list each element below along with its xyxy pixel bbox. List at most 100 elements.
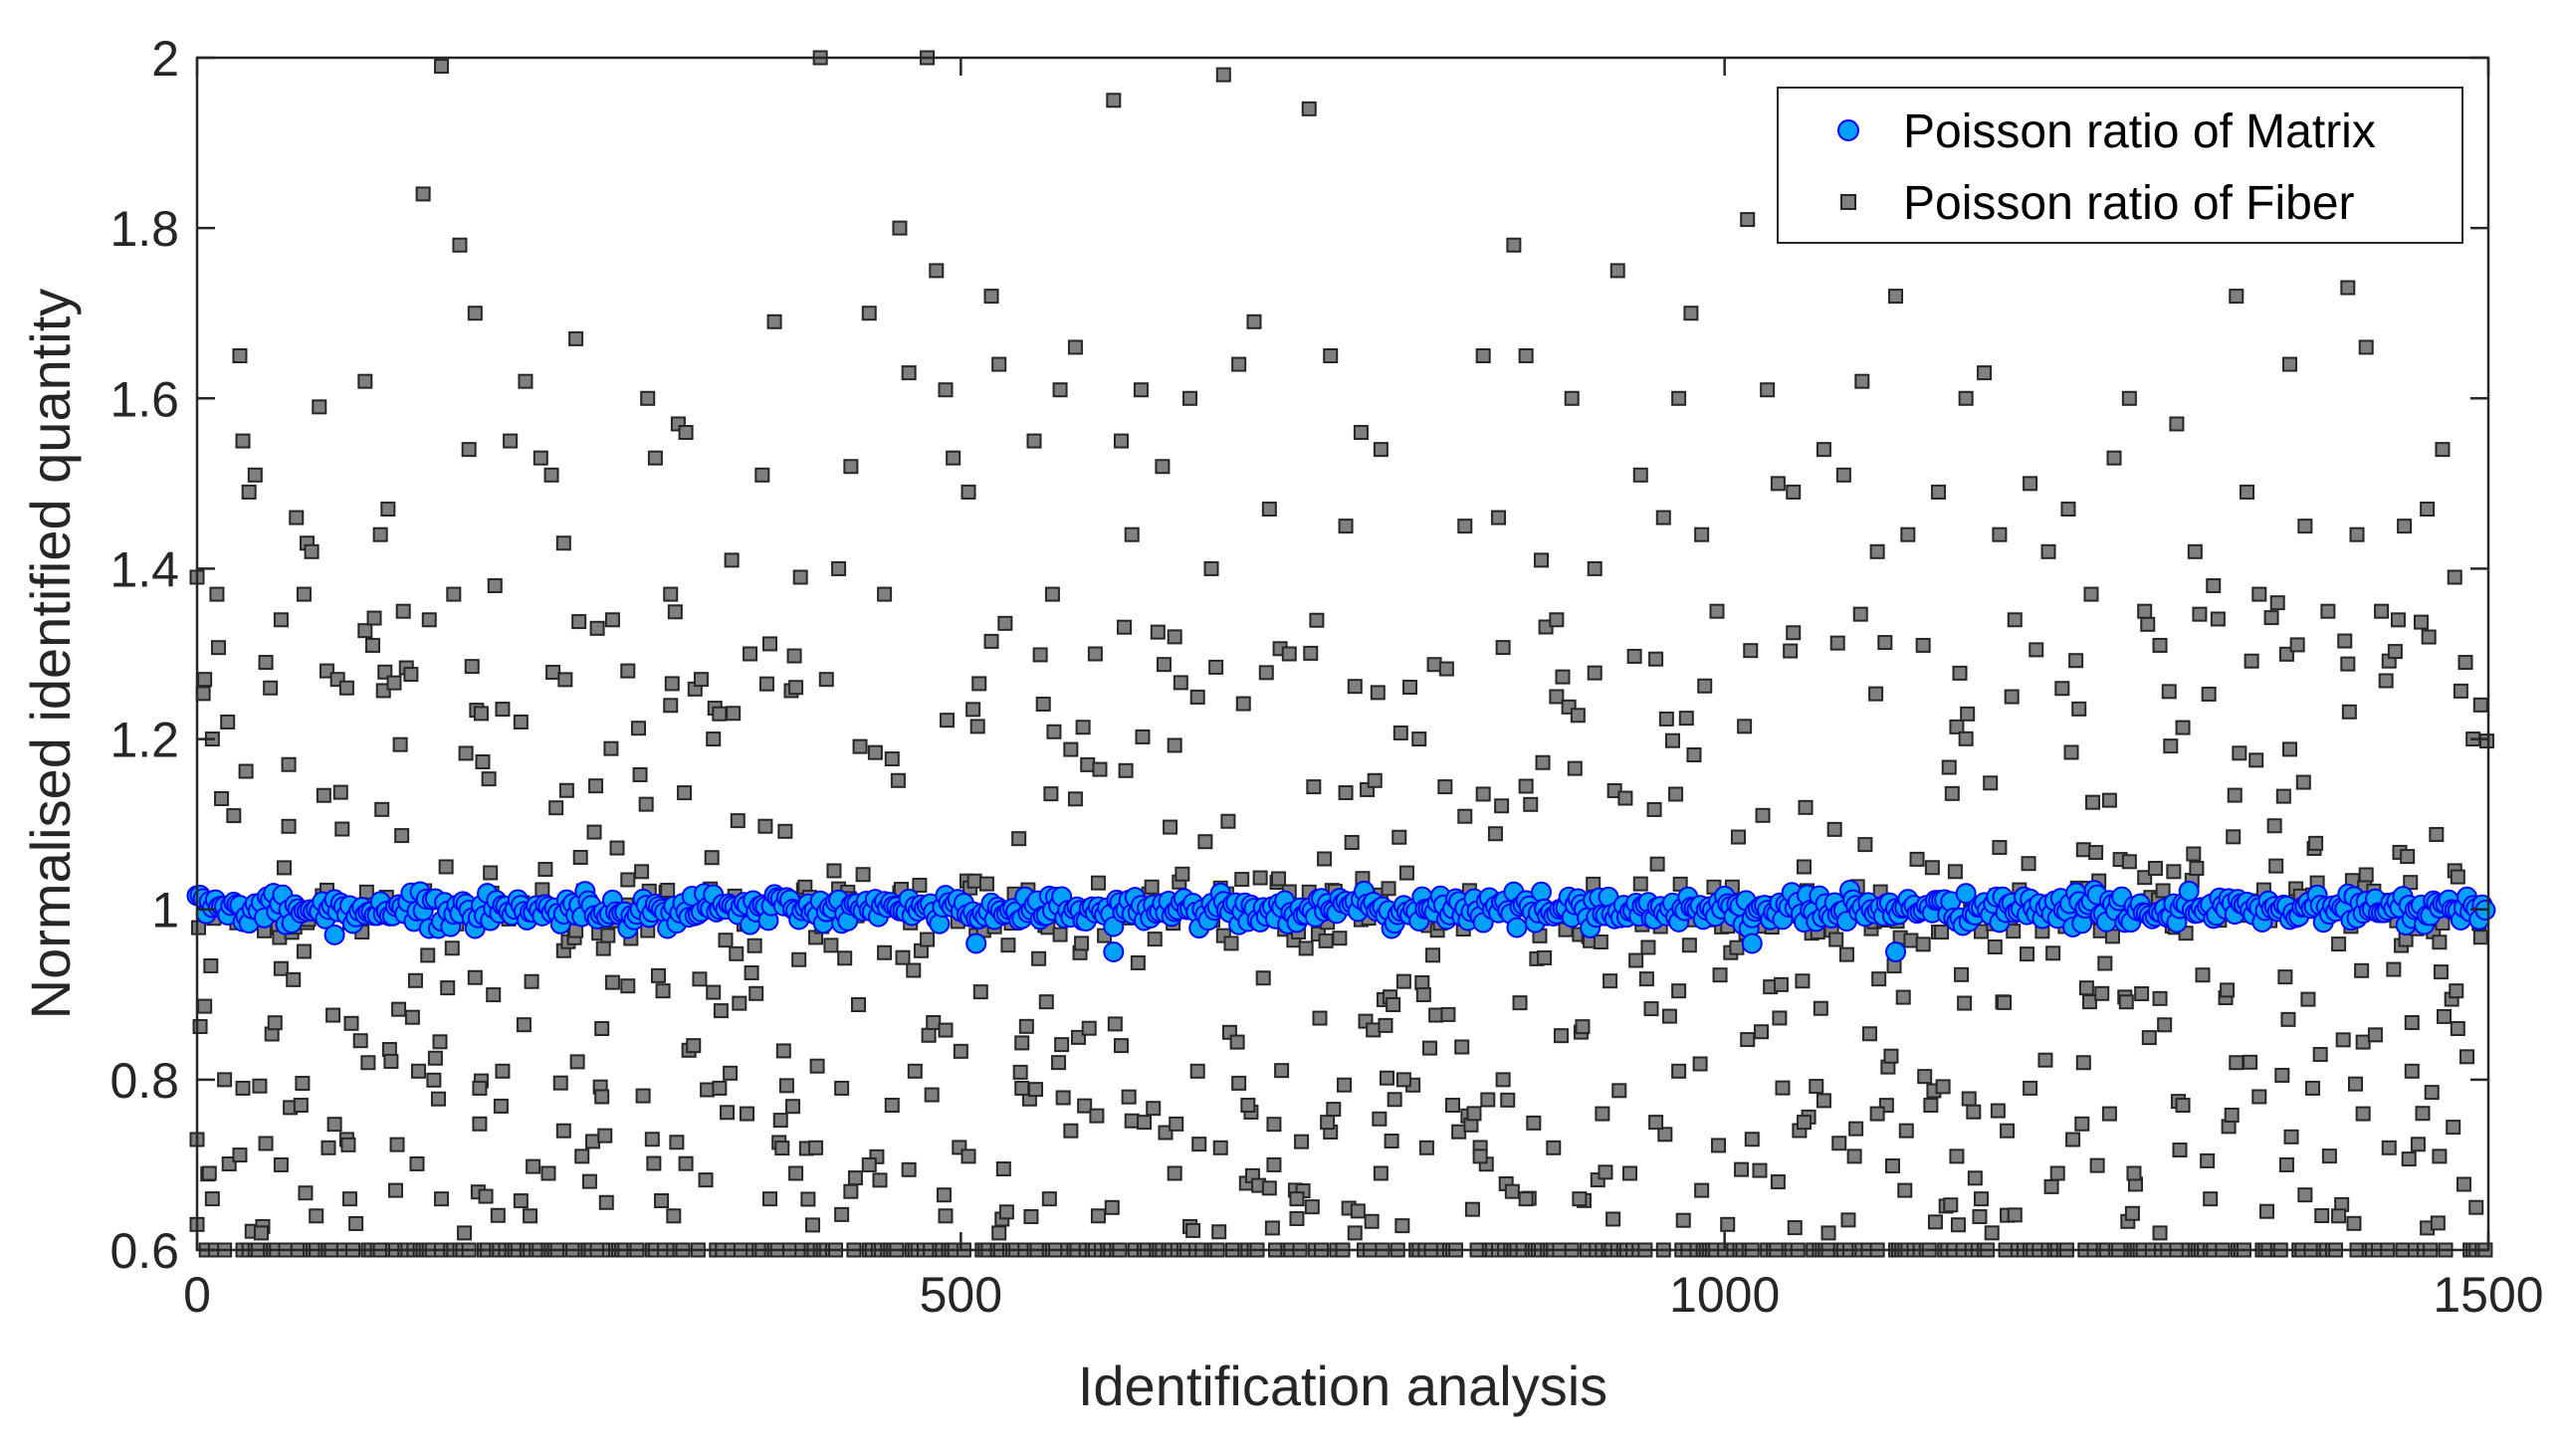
fiber-point [1301, 101, 1317, 116]
fiber-point [426, 1072, 442, 1088]
fiber-point [258, 1136, 274, 1151]
fiber-point [1373, 442, 1389, 458]
fiber-point [1655, 510, 1671, 525]
fiber-point [861, 1156, 877, 1172]
fiber-point [2341, 704, 2357, 720]
fiber-point [861, 306, 877, 321]
fiber-point [258, 655, 274, 671]
fiber-point [1697, 678, 1713, 694]
y-tick-label: 1 [151, 883, 179, 938]
fiber-point [604, 612, 620, 628]
fiber-point [997, 615, 1013, 631]
fiber-point [1740, 212, 1756, 228]
fiber-point [1831, 1136, 1847, 1151]
fiber-point [273, 960, 289, 976]
fiber-point [1271, 871, 1287, 887]
fiber-point [209, 586, 225, 602]
fiber-point [1055, 1090, 1071, 1106]
fiber-point [2060, 502, 2076, 518]
fiber-point [321, 1140, 336, 1155]
fiber-point [1051, 1055, 1067, 1071]
fiber-point [1678, 711, 1694, 727]
fiber-point [2355, 1034, 2371, 1050]
fiber-point [432, 1034, 448, 1050]
fiber-point [762, 636, 777, 652]
fiber-point [2152, 990, 2168, 1006]
fiber-point [486, 987, 502, 1003]
fiber-point [991, 1225, 1007, 1241]
fiber-point [654, 1193, 670, 1209]
fiber-point [276, 860, 292, 876]
fiber-point [304, 543, 320, 559]
fiber-point [1411, 731, 1427, 747]
fiber-point [472, 1116, 488, 1132]
fiber-point [1264, 1220, 1280, 1236]
fiber-point [2083, 586, 2099, 602]
fiber-point [754, 467, 770, 483]
fiber-point [513, 1193, 529, 1209]
fiber-point [660, 883, 676, 899]
fiber-point [1075, 720, 1091, 735]
fiber-point [2305, 1080, 2321, 1096]
fiber-point [1052, 927, 1068, 942]
fiber-point [1944, 785, 1960, 801]
fiber-point [1167, 629, 1182, 645]
fiber-point [1326, 1102, 1342, 1118]
fiber-point [518, 373, 534, 389]
fiber-point [732, 995, 748, 1011]
fiber-point [758, 676, 774, 692]
fiber-point [1395, 973, 1411, 989]
fiber-point [1798, 799, 1814, 815]
fiber-point [372, 526, 388, 542]
fiber-point [2387, 644, 2403, 660]
fiber-point [295, 1076, 311, 1092]
fiber-point [1686, 747, 1702, 763]
fiber-point [495, 702, 511, 718]
fiber-point [2097, 955, 2113, 971]
fiber-point [409, 1155, 425, 1171]
fiber-point [2283, 1129, 2299, 1144]
fiber-point [2075, 842, 2091, 858]
fiber-point [991, 356, 1007, 372]
fiber-point [1350, 1203, 1366, 1219]
fiber-point [2054, 681, 2070, 697]
fiber-point [2436, 1008, 2452, 1024]
fiber-point [620, 978, 636, 994]
fiber-point [663, 586, 679, 602]
fiber-point [1113, 433, 1129, 449]
fiber-point [1231, 1075, 1247, 1091]
matrix-point [1506, 917, 1528, 938]
matrix-point [1955, 883, 1977, 905]
fiber-point [1869, 1106, 1885, 1122]
fiber-point [1387, 1092, 1402, 1108]
fiber-point [555, 1123, 571, 1139]
matrix-point [1741, 933, 1763, 954]
fiber-point [2169, 416, 2185, 432]
fiber-point [1229, 1034, 1245, 1050]
fiber-point [1857, 837, 1873, 853]
fiber-point [1587, 560, 1603, 576]
fiber-point [1694, 526, 1710, 542]
fiber-point [343, 1015, 359, 1031]
fiber-point [1344, 834, 1360, 850]
fiber-point [2354, 962, 2370, 978]
fiber-point [1816, 442, 1831, 458]
fiber-point [2430, 1215, 2446, 1231]
fiber-point [267, 1015, 283, 1031]
fiber-point [2472, 930, 2488, 945]
fiber-point [2378, 673, 2394, 689]
fiber-point [1786, 625, 1802, 641]
fiber-point [1960, 706, 1976, 722]
fiber-point [2400, 849, 2416, 865]
fiber-point [1572, 1191, 1588, 1207]
fiber-point [1090, 1208, 1106, 1224]
fiber-point [2415, 1106, 2431, 1122]
fiber-point [823, 937, 839, 953]
fiber-point [2410, 1137, 2426, 1152]
fiber-point [2040, 543, 2056, 559]
fiber-point [1246, 313, 1262, 329]
fiber-point [603, 740, 619, 756]
fiber-point [1973, 924, 1989, 939]
fiber-point [2358, 339, 2374, 355]
fiber-point [961, 484, 976, 500]
